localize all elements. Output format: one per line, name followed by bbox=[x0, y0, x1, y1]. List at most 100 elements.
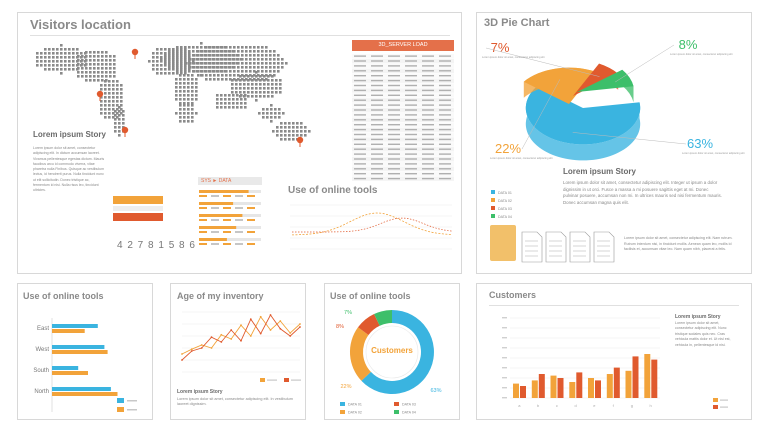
customers-bar bbox=[606, 374, 613, 398]
server-table-cell bbox=[422, 114, 434, 116]
server-table-row bbox=[352, 98, 454, 103]
map-dot bbox=[277, 66, 280, 69]
map-dot bbox=[213, 74, 216, 77]
map-dot bbox=[112, 84, 115, 87]
map-dot bbox=[271, 95, 274, 98]
map-dot bbox=[237, 62, 240, 65]
map-dot bbox=[187, 112, 190, 115]
map-dot bbox=[97, 59, 100, 62]
map-dot bbox=[72, 68, 75, 71]
server-table-cell bbox=[388, 79, 400, 82]
hbar-category-label: North bbox=[34, 389, 49, 395]
map-dot bbox=[81, 59, 84, 62]
hbar-bar bbox=[52, 366, 79, 370]
server-table-row bbox=[352, 137, 454, 142]
map-dot bbox=[113, 67, 116, 70]
pie3d-slice-note: Lorem ipsum dolor sit amet, consectetur … bbox=[670, 52, 733, 56]
map-dot bbox=[179, 78, 182, 81]
map-dot bbox=[265, 74, 268, 77]
customers-category-label: e bbox=[593, 403, 596, 408]
map-dot bbox=[277, 70, 280, 73]
server-table-cell bbox=[405, 163, 417, 165]
map-dot bbox=[187, 90, 190, 93]
map-dot bbox=[270, 108, 273, 111]
server-table-cell bbox=[371, 65, 383, 67]
map-dot bbox=[114, 122, 117, 125]
map-dot bbox=[176, 54, 179, 57]
map-dot bbox=[267, 95, 270, 98]
map-dot bbox=[120, 96, 123, 99]
map-dot bbox=[164, 62, 167, 65]
map-dot bbox=[224, 106, 227, 109]
map-dot bbox=[253, 78, 256, 81]
map-dot bbox=[245, 74, 248, 77]
map-dot bbox=[156, 68, 159, 71]
map-dot bbox=[225, 62, 228, 65]
map-dot bbox=[164, 48, 167, 51]
sys-value bbox=[211, 195, 219, 197]
map-dot bbox=[164, 64, 167, 67]
map-dot bbox=[100, 100, 103, 103]
inventory-series-line bbox=[181, 314, 301, 361]
map-dot bbox=[100, 88, 103, 91]
wave-series-2 bbox=[292, 217, 453, 233]
map-dot bbox=[77, 59, 80, 62]
map-dot bbox=[175, 94, 178, 97]
map-dot bbox=[105, 63, 108, 66]
map-dot bbox=[77, 67, 80, 70]
map-dot bbox=[191, 102, 194, 105]
map-dot bbox=[240, 106, 243, 109]
map-dot bbox=[265, 66, 268, 69]
map-dot bbox=[213, 58, 216, 61]
map-dot bbox=[292, 138, 295, 141]
map-dot bbox=[201, 66, 204, 69]
map-dot bbox=[276, 126, 279, 129]
map-dot bbox=[191, 120, 194, 123]
hbar-category-label: East bbox=[37, 326, 49, 332]
map-dot bbox=[220, 94, 223, 97]
server-table-cell bbox=[354, 75, 366, 77]
map-dot bbox=[188, 56, 191, 59]
server-table-cell bbox=[388, 163, 400, 165]
map-dot bbox=[257, 58, 260, 61]
server-table-cell bbox=[422, 55, 434, 57]
server-table-row bbox=[352, 54, 454, 59]
map-dot bbox=[164, 54, 167, 57]
customers-bar bbox=[613, 367, 620, 398]
map-dot bbox=[176, 60, 179, 63]
map-dot bbox=[209, 50, 212, 53]
map-dot bbox=[261, 54, 264, 57]
map-dot bbox=[244, 94, 247, 97]
map-dot bbox=[179, 98, 182, 101]
map-dot bbox=[52, 56, 55, 59]
server-table-cell bbox=[439, 114, 451, 116]
map-dot bbox=[104, 100, 107, 103]
map-dot bbox=[72, 64, 75, 67]
map-dot bbox=[101, 67, 104, 70]
server-table-cell bbox=[439, 158, 451, 160]
map-dot bbox=[56, 60, 59, 63]
map-dot bbox=[180, 66, 183, 69]
map-dot bbox=[229, 54, 232, 57]
pie3d-panel-frame bbox=[476, 12, 752, 274]
server-table-cell bbox=[388, 177, 400, 180]
map-dot bbox=[89, 67, 92, 70]
pie3d-legend-label: DATA 03 bbox=[498, 207, 512, 211]
map-dot bbox=[156, 64, 159, 67]
map-dot bbox=[292, 134, 295, 137]
map-dot bbox=[48, 52, 51, 55]
map-dot bbox=[175, 86, 178, 89]
map-dot bbox=[93, 55, 96, 58]
map-dot bbox=[229, 74, 232, 77]
map-dot bbox=[116, 88, 119, 91]
hbar-bar bbox=[52, 387, 111, 391]
sys-value bbox=[247, 219, 255, 221]
map-dot bbox=[116, 80, 119, 83]
map-dot bbox=[176, 68, 179, 71]
map-dot bbox=[179, 74, 182, 77]
sys-value bbox=[223, 195, 231, 197]
map-dot bbox=[77, 71, 80, 74]
map-dot bbox=[168, 48, 171, 51]
server-table-cell bbox=[371, 114, 383, 116]
map-dot bbox=[100, 84, 103, 87]
